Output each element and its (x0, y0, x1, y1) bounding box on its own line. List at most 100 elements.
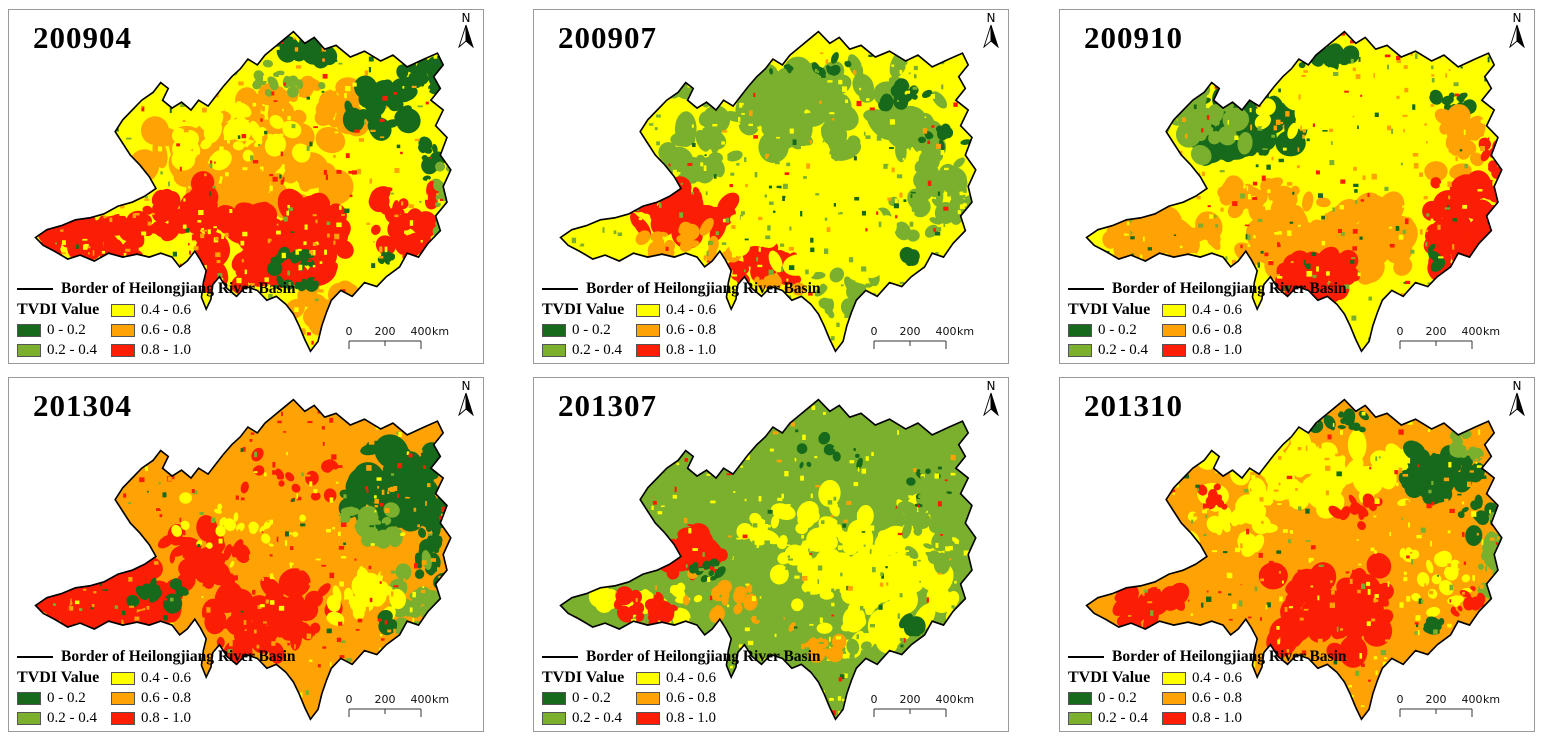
legend-class-label: 0.8 - 1.0 (141, 342, 191, 358)
north-arrow-icon (1509, 24, 1525, 49)
legend-swatch (542, 692, 566, 705)
legend-class-label: 0.6 - 0.8 (141, 690, 191, 706)
tvdi-raster-map (34, 398, 452, 721)
legend-swatch (542, 712, 566, 725)
legend-class-label: 0.4 - 0.6 (1192, 301, 1242, 318)
legend-item: 0.6 - 0.8 (1162, 690, 1274, 707)
scale-tick-400: 400 (1462, 325, 1483, 338)
legend-swatch (111, 324, 135, 337)
border-line-symbol (542, 288, 578, 290)
legend-item: 0.4 - 0.6 (111, 670, 223, 687)
legend-class-label: 0 - 0.2 (47, 322, 86, 338)
legend-class-label: 0.2 - 0.4 (47, 710, 97, 726)
legend-title: TVDI Value (542, 669, 625, 686)
legend-swatch (1162, 692, 1186, 705)
legend-item: 0.2 - 0.4 (17, 342, 111, 359)
legend-item: 0.4 - 0.6 (1162, 670, 1274, 687)
scale-tick-0: 0 (871, 325, 878, 338)
legend-swatch (1068, 344, 1092, 357)
legend-swatch (636, 344, 660, 357)
border-label: Border of Heilongjiang River Basin (1112, 648, 1347, 665)
legend-swatch (111, 712, 135, 725)
scale-bar: 0 200 400 km (860, 692, 1000, 725)
legend-item: 0 - 0.2 (1068, 322, 1162, 339)
legend-swatch (636, 671, 660, 685)
tvdi-raster-map (1085, 30, 1503, 353)
scale-tick-200: 200 (1426, 325, 1447, 338)
map-panel-6: 201310 N Border of Heilongjiang River Ba… (1059, 377, 1535, 732)
legend-item: 0.4 - 0.6 (636, 302, 748, 319)
legend-swatch (111, 344, 135, 357)
legend-item: 0.2 - 0.4 (542, 710, 636, 727)
legend-item: 0.2 - 0.4 (1068, 342, 1162, 359)
legend-swatch (17, 692, 41, 705)
legend-class-label: 0.2 - 0.4 (572, 710, 622, 726)
legend-class-label: 0.8 - 1.0 (1192, 710, 1242, 726)
tvdi-raster-map (559, 30, 977, 353)
legend-swatch (111, 303, 135, 317)
border-label: Border of Heilongjiang River Basin (586, 280, 821, 297)
map-panel-5: 201307 N Border of Heilongjiang River Ba… (533, 377, 1009, 732)
legend-item: 0 - 0.2 (17, 322, 111, 339)
legend-title: TVDI Value (17, 669, 100, 686)
map-panel-2: 200907 N Border of Heilongjiang River Ba… (533, 9, 1009, 364)
legend-item: 0.8 - 1.0 (636, 710, 748, 727)
legend-class-label: 0.4 - 0.6 (141, 669, 191, 686)
tvdi-raster-map (559, 398, 977, 721)
scale-tick-0: 0 (1397, 693, 1404, 706)
legend-swatch (636, 324, 660, 337)
legend-class-label: 0 - 0.2 (1098, 322, 1137, 338)
legend-class-label: 0.6 - 0.8 (1192, 690, 1242, 706)
legend-class-label: 0 - 0.2 (572, 322, 611, 338)
panel-date-label: 200907 (558, 20, 657, 55)
legend-swatch (17, 344, 41, 357)
north-arrow: N (454, 380, 478, 420)
north-arrow: N (1505, 380, 1529, 420)
legend-item: 0.6 - 0.8 (111, 690, 223, 707)
legend: Border of Heilongjiang River Basin TVDI … (542, 280, 821, 359)
legend-item: 0.8 - 1.0 (1162, 342, 1274, 359)
legend-title: TVDI Value (1068, 669, 1151, 686)
legend-swatch (1068, 692, 1092, 705)
legend: Border of Heilongjiang River Basin TVDI … (17, 280, 296, 359)
legend-item: 0.8 - 1.0 (1162, 710, 1274, 727)
north-label: N (986, 11, 996, 25)
panel-date-label: 200910 (1084, 20, 1183, 55)
legend-item: 0 - 0.2 (17, 690, 111, 707)
legend-class-label: 0 - 0.2 (572, 690, 611, 706)
legend-class-label: 0.6 - 0.8 (141, 322, 191, 338)
legend-swatch (17, 712, 41, 725)
north-arrow-icon (983, 392, 999, 417)
legend-item: 0.4 - 0.6 (636, 670, 748, 687)
legend-item: 0.2 - 0.4 (1068, 710, 1162, 727)
border-line-symbol (1068, 288, 1104, 290)
scale-tick-400: 400 (936, 693, 957, 706)
scale-tick-200: 200 (375, 693, 396, 706)
scale-bar: 0 200 400 km (335, 324, 475, 357)
legend-swatch (1162, 303, 1186, 317)
border-label: Border of Heilongjiang River Basin (61, 648, 296, 665)
legend: Border of Heilongjiang River Basin TVDI … (542, 648, 821, 727)
scale-tick-400: 400 (1462, 693, 1483, 706)
north-arrow: N (454, 12, 478, 52)
legend-swatch (1068, 712, 1092, 725)
legend-swatch (636, 692, 660, 705)
legend-title: TVDI Value (542, 301, 625, 318)
legend-swatch (111, 671, 135, 685)
legend: Border of Heilongjiang River Basin TVDI … (1068, 280, 1347, 359)
legend-class-label: 0.8 - 1.0 (666, 710, 716, 726)
north-arrow: N (979, 12, 1003, 52)
legend-class-label: 0.4 - 0.6 (666, 669, 716, 686)
legend-swatch (1162, 344, 1186, 357)
legend-swatch (1068, 324, 1092, 337)
legend-item: 0.8 - 1.0 (111, 342, 223, 359)
legend-class-label: 0.8 - 1.0 (141, 710, 191, 726)
legend-item: 0.2 - 0.4 (542, 342, 636, 359)
legend-item: 0.6 - 0.8 (636, 322, 748, 339)
legend-class-label: 0.4 - 0.6 (1192, 669, 1242, 686)
panel-date-label: 201304 (33, 388, 132, 423)
legend-class-label: 0.4 - 0.6 (666, 301, 716, 318)
north-label: N (1512, 11, 1522, 25)
legend-class-label: 0.8 - 1.0 (666, 342, 716, 358)
